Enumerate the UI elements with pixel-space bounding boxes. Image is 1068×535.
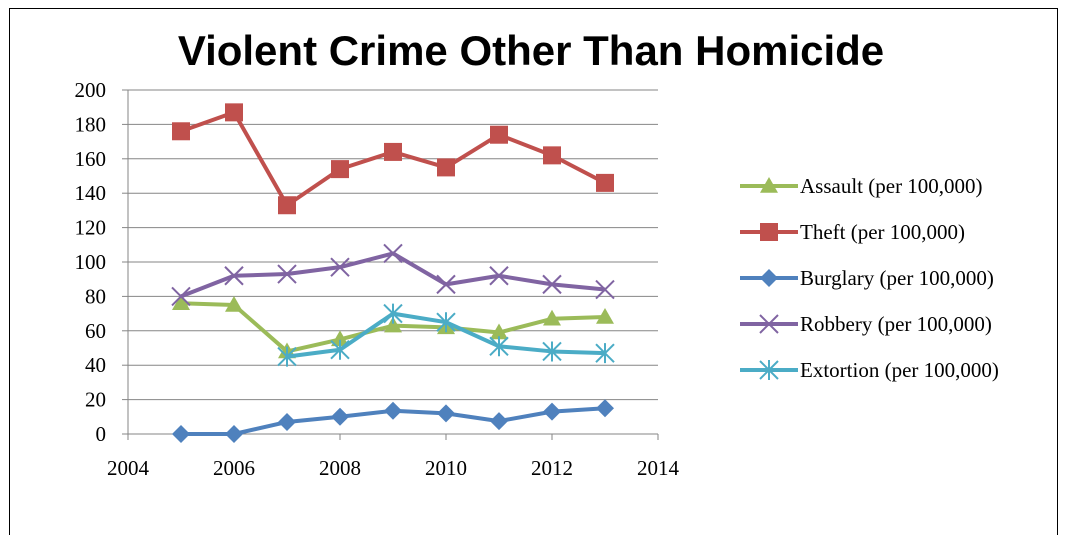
y-tick-label: 40	[85, 353, 106, 377]
legend-marker	[760, 223, 778, 241]
data-point-diamond	[384, 401, 402, 420]
data-point-diamond	[437, 404, 455, 423]
series-x	[171, 243, 615, 307]
y-tick-label: 80	[85, 284, 106, 308]
data-point-x	[436, 274, 456, 295]
data-point-x	[542, 274, 562, 295]
x-tick-label: 2008	[319, 456, 361, 480]
data-point-triangle	[172, 294, 190, 311]
series-diamond	[172, 399, 614, 443]
chart-frame	[9, 8, 1058, 535]
data-point-diamond	[225, 425, 243, 443]
data-point-triangle	[331, 330, 349, 347]
legend-marker	[760, 177, 778, 193]
data-point-diamond	[278, 412, 296, 431]
data-point-square	[490, 125, 508, 144]
y-tick-label: 60	[85, 319, 106, 343]
data-point-star	[277, 346, 297, 367]
series-square	[172, 103, 614, 215]
data-point-x	[224, 266, 244, 286]
y-tick-label: 20	[85, 388, 106, 412]
data-point-triangle	[596, 308, 614, 324]
x-tick-label: 2014	[637, 456, 680, 480]
series-layer	[171, 103, 615, 443]
legend-item: Theft (per 100,000)	[740, 220, 965, 244]
data-point-x	[383, 243, 403, 264]
x-tick-label: 2004	[107, 456, 150, 480]
data-point-star	[542, 341, 562, 362]
legend-label: Burglary (per 100,000)	[800, 266, 994, 290]
x-tick-label: 2012	[531, 456, 573, 480]
data-point-square	[331, 160, 349, 179]
axes: 0 20 40 60 80 100 120 140 160 180 200 2004 2006 2008 2…	[75, 78, 680, 480]
data-point-square	[543, 146, 561, 165]
series-star	[277, 303, 615, 367]
data-point-diamond	[490, 412, 508, 431]
legend-label: Robbery (per 100,000)	[800, 312, 992, 336]
legend-item: Burglary (per 100,000)	[740, 266, 994, 290]
data-point-diamond	[331, 407, 349, 426]
data-point-triangle	[490, 323, 508, 340]
legend-marker	[760, 269, 778, 287]
data-point-x	[595, 279, 615, 300]
y-tick-label: 100	[75, 250, 107, 274]
y-tick-label: 120	[75, 216, 107, 240]
data-point-triangle	[543, 309, 561, 326]
legend-item: Robbery (per 100,000)	[740, 312, 992, 336]
y-tick-label: 180	[75, 112, 107, 136]
data-point-star	[383, 303, 403, 324]
data-point-star	[436, 312, 456, 333]
data-point-star	[489, 336, 509, 357]
y-tick-label: 160	[75, 147, 107, 171]
data-point-square	[596, 173, 614, 192]
data-point-star	[595, 343, 615, 364]
data-point-x	[330, 257, 350, 277]
legend-marker	[759, 314, 779, 334]
y-tick-label: 200	[75, 78, 107, 102]
x-tick-label: 2010	[425, 456, 467, 480]
data-point-x	[277, 264, 297, 284]
legend-item: Assault (per 100,000)	[740, 174, 983, 198]
data-point-diamond	[543, 402, 561, 421]
y-tick-label: 0	[96, 422, 107, 446]
data-point-square	[384, 142, 402, 161]
gridlines	[128, 89, 658, 401]
data-point-square	[278, 196, 296, 215]
legend-label: Extortion (per 100,000)	[800, 358, 999, 382]
data-point-diamond	[596, 399, 614, 418]
data-point-x	[489, 266, 509, 286]
series-line	[180, 251, 606, 299]
data-point-square	[172, 122, 190, 141]
data-point-x	[171, 286, 191, 307]
data-point-diamond	[172, 425, 190, 443]
data-point-square	[225, 103, 243, 122]
legend-marker	[759, 360, 779, 380]
legend-label: Assault (per 100,000)	[800, 174, 983, 198]
legend-label: Theft (per 100,000)	[800, 220, 965, 244]
data-point-triangle	[225, 296, 243, 312]
chart-title: Violent Crime Other Than Homicide	[178, 27, 884, 74]
data-point-star	[330, 339, 350, 360]
y-tick-label: 140	[75, 181, 107, 205]
data-point-square	[437, 158, 455, 177]
data-point-triangle	[384, 316, 402, 333]
x-tick-label: 2006	[213, 456, 255, 480]
legend-item: Extortion (per 100,000)	[740, 358, 999, 382]
legend: Assault (per 100,000) Theft (per 100,000)…	[740, 174, 999, 382]
